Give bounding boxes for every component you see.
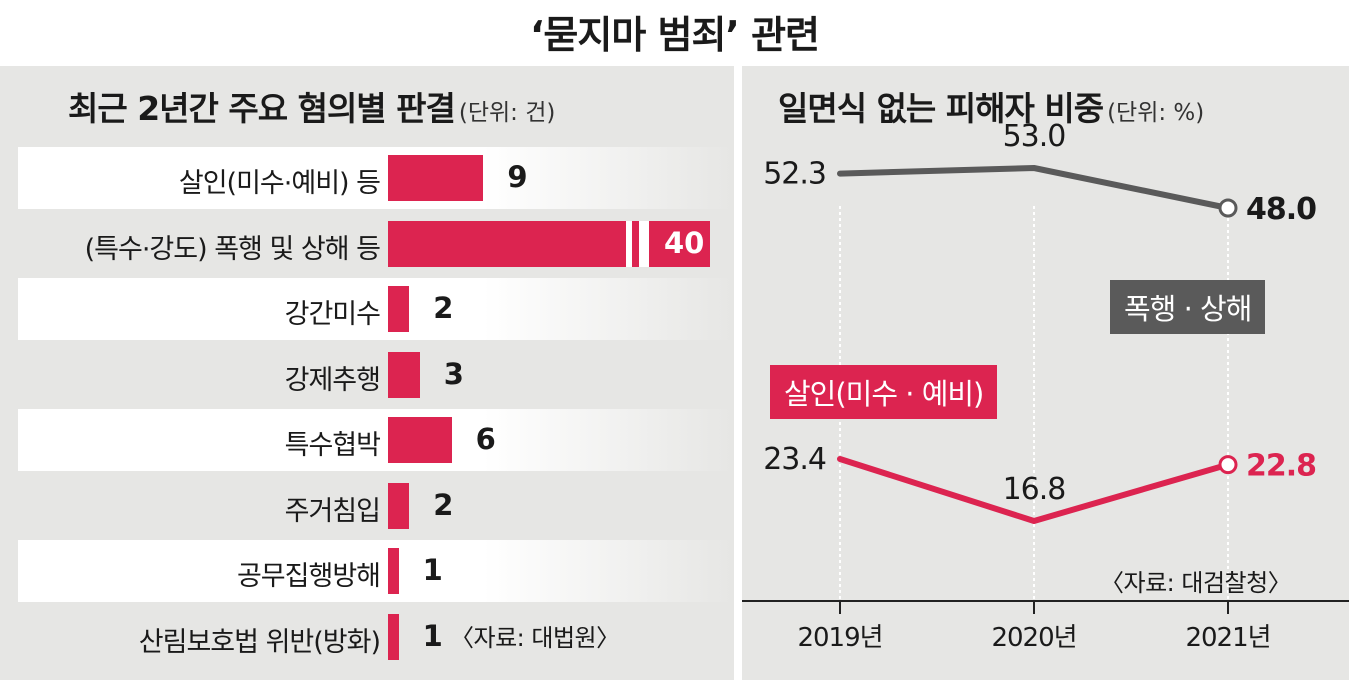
series-line: [837, 165, 1231, 211]
bar-row-band: [18, 278, 734, 340]
bar: [388, 417, 452, 463]
legend-tag-assault: 폭행 · 상해: [1110, 280, 1266, 334]
main-title: ‘묻지마 범죄’ 관련: [529, 13, 820, 57]
line-chart-source: 〈자료: 대검찰청〉: [1100, 569, 1292, 597]
bar-category-label: 공무집행방해: [236, 561, 381, 592]
bar: [388, 286, 410, 332]
axis-break-mark: [639, 220, 649, 267]
line-chart-unit: (단위: %): [1107, 100, 1205, 126]
series-value-label: 22.8: [1246, 449, 1316, 484]
bar-row-band: [18, 147, 734, 209]
x-tick-label: 2019년: [797, 623, 882, 653]
bar-category-label: 주거침입: [284, 495, 381, 527]
series-value-label: 48.0: [1246, 192, 1316, 227]
series-value-label: 16.8: [1003, 472, 1066, 507]
bar-category-label: 강제추행: [284, 364, 381, 396]
series-end-marker: [1218, 455, 1238, 475]
series-value-label: 53.0: [1003, 119, 1066, 154]
line-chart: 2019년 2020년 2021년 52.3 53.0 48.0 23.4 16.8 22.8: [742, 119, 1349, 653]
bar: [388, 548, 399, 594]
bar-category-label: 살인(미수·예비) 등: [178, 168, 381, 199]
x-tick-label: 2021년: [1185, 623, 1270, 653]
series-end-marker: [1218, 198, 1238, 218]
x-tick-label: 2020년: [991, 623, 1076, 653]
bar-value-label: 2: [433, 487, 454, 522]
line-chart-title: 일면식 없는 피해자 비중 (단위: %): [778, 82, 1204, 130]
bar-value-label: 2: [433, 291, 454, 325]
bar-chart-unit: (단위: 건): [458, 100, 556, 126]
bar-value-label: 9: [507, 160, 528, 194]
bar-value-label: 1: [422, 553, 443, 587]
bar-value-label: 1: [422, 618, 443, 653]
series-line: [837, 455, 1231, 524]
bar-chart-title: 최근 2년간 주요 혐의별 판결 (단위: 건): [68, 82, 555, 130]
bar: [388, 482, 410, 529]
series-value-label: 52.3: [763, 157, 826, 192]
legend-tag-murder: 살인(미수 · 예비): [770, 365, 998, 419]
bar-category-label: 강간미수: [284, 299, 381, 330]
bar-value-label: 6: [475, 422, 496, 456]
bar-chart-source: 〈자료: 대법원〉: [450, 624, 620, 652]
bar-chart-title-text: 최근 2년간 주요 혐의별 판결: [68, 89, 456, 128]
bar-row-band: [18, 540, 734, 602]
bar-category-label: (특수·강도) 폭행 및 상해 등: [84, 233, 381, 265]
bar-category-label: 특수협박: [284, 430, 381, 461]
bar: [388, 613, 399, 660]
bar: [388, 155, 484, 201]
bar: [388, 351, 420, 398]
bar: [388, 220, 710, 267]
bar-row-band: [18, 409, 734, 471]
axis-break-mark: [626, 220, 632, 267]
bar-value-label: 40: [664, 225, 705, 260]
line-chart-title-text: 일면식 없는 피해자 비중: [778, 89, 1104, 128]
series-value-label: 23.4: [763, 442, 826, 477]
bar-value-label: 3: [443, 356, 464, 391]
bar-category-label: 산림보호법 위반(방화): [138, 626, 381, 658]
